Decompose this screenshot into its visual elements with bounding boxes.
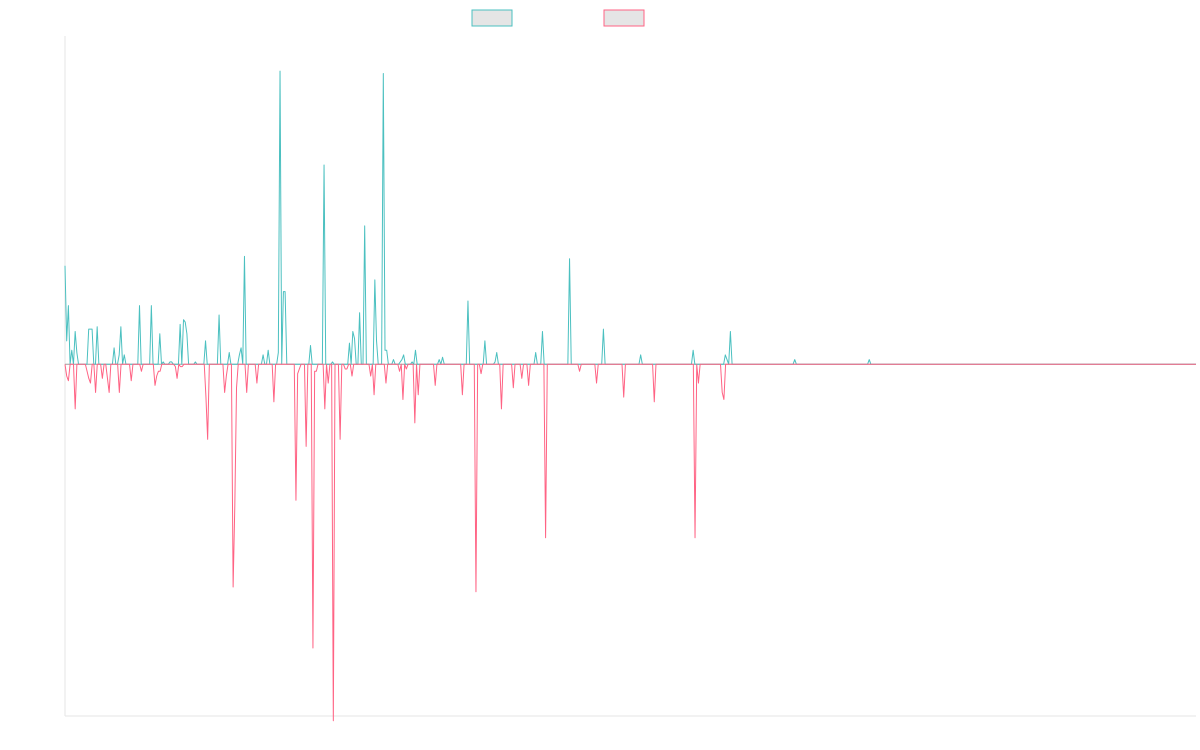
series-layer	[64, 70, 1196, 722]
legend-item-series-2[interactable]	[603, 9, 645, 27]
legend-item-series-1[interactable]	[471, 9, 513, 27]
series-line-1	[64, 70, 1196, 365]
series-line-2	[64, 363, 1196, 722]
legend	[471, 9, 645, 27]
legend-swatch-series-2	[603, 9, 645, 27]
legend-swatch-series-1	[471, 9, 513, 27]
